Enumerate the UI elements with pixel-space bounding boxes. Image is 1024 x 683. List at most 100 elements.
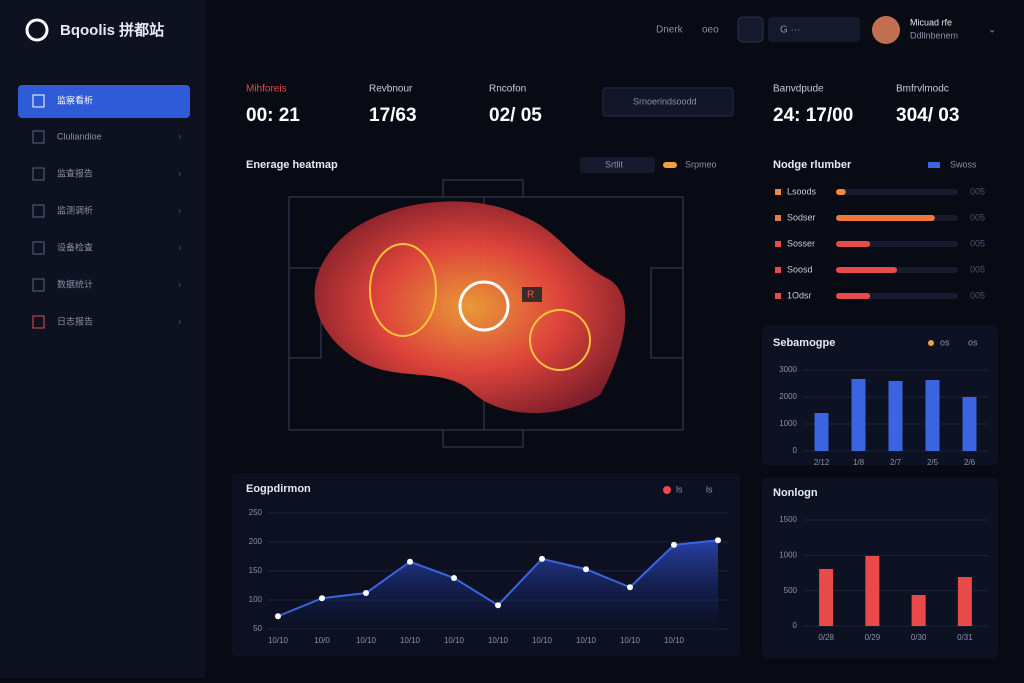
row-label: Sodser	[787, 212, 816, 222]
y-tick-label: 0	[793, 621, 798, 630]
x-tick-label: 1/8	[853, 458, 865, 467]
row-icon	[775, 241, 781, 247]
nav-item[interactable]: 监查报告	[57, 167, 93, 178]
point	[451, 574, 457, 581]
x-tick-label: 10/10	[356, 636, 377, 645]
bar	[836, 267, 897, 273]
user-role: Ddllnbenem	[910, 30, 958, 40]
bar	[836, 293, 871, 299]
x-tick-label: 10/0	[314, 636, 330, 645]
panel-title: Nodge rlumber	[773, 159, 852, 171]
panel-title: Sebamogpe	[773, 337, 835, 349]
bar	[888, 380, 903, 451]
dropdown-text: Srnoerindsoodd	[633, 96, 697, 106]
x-tick-label: 2/12	[814, 458, 830, 467]
x-tick-label: 2/7	[890, 458, 902, 467]
nav-chevron: ›	[178, 206, 181, 217]
nav-chevron: ›	[178, 280, 181, 291]
chevron[interactable]: ⌄	[988, 25, 996, 36]
row-value: 005	[970, 290, 985, 300]
nav-link[interactable]: Dnerk	[656, 25, 684, 36]
search-text: G ···	[780, 25, 801, 36]
stat-value: 24: 17/00	[773, 105, 853, 126]
stat-value: 304/ 03	[896, 105, 959, 126]
panel-title: Enerage heatmap	[246, 159, 338, 171]
legend-swatch	[663, 162, 677, 168]
x-tick-label: 0/31	[957, 633, 973, 642]
nav-icon	[32, 167, 45, 181]
y-tick-label: 200	[249, 537, 263, 546]
stat-value: 17/63	[369, 105, 417, 126]
nav-item[interactable]: 监察看析	[57, 94, 93, 105]
x-tick-label: 10/10	[400, 636, 421, 645]
nav-chevron: ›	[178, 132, 181, 143]
bar-panel	[762, 478, 998, 658]
row-label: Sosser	[787, 238, 815, 248]
logo	[25, 18, 49, 42]
panel-title: Eogpdirmon	[246, 483, 311, 495]
y-tick-label: 500	[784, 586, 798, 595]
nav-item[interactable]: 监测调析	[57, 204, 93, 215]
dropdown[interactable]	[602, 87, 734, 117]
row-icon	[775, 189, 781, 195]
row-icon	[775, 267, 781, 273]
y-tick-label: 250	[249, 508, 263, 517]
x-tick-label: 10/10	[268, 636, 289, 645]
legend-swatch	[928, 162, 940, 168]
x-tick-label: 10/10	[576, 636, 597, 645]
brand: Bqoolis 拼都站	[60, 21, 164, 39]
point	[583, 566, 589, 573]
bar-track	[836, 189, 958, 195]
nav-link[interactable]: oeo	[702, 25, 719, 36]
row-icon	[775, 215, 781, 221]
y-tick-label: 50	[253, 624, 262, 633]
heat-zone	[529, 309, 591, 371]
nav-item[interactable]: 设备检查	[57, 241, 93, 252]
nav-item[interactable]: Cluliandioe	[57, 131, 102, 141]
point	[319, 595, 325, 602]
row-value: 005	[970, 238, 985, 248]
x-tick-label: 0/29	[865, 633, 881, 642]
point	[363, 590, 369, 597]
legend-text: ls	[676, 484, 683, 494]
bar	[836, 241, 871, 247]
point	[539, 555, 545, 562]
y-tick-label: 1000	[779, 419, 797, 428]
row-value: 005	[970, 212, 985, 222]
legend-text: Srtlit	[605, 159, 623, 169]
bar	[962, 397, 977, 451]
bar	[911, 594, 926, 626]
icon-button[interactable]	[737, 16, 764, 43]
x-tick-label: 0/28	[818, 633, 834, 642]
search-box[interactable]	[768, 17, 860, 42]
nav-chevron: ›	[178, 169, 181, 180]
bar	[925, 379, 940, 451]
nav-icon	[32, 130, 45, 144]
row-value: 005	[970, 264, 985, 274]
sidebar-active[interactable]	[18, 85, 190, 118]
heat-blob	[314, 201, 626, 414]
bar	[851, 378, 866, 451]
stat-label: Banvdpude	[773, 84, 824, 95]
stat-label: Rncofon	[489, 84, 526, 95]
x-tick-label: 10/10	[488, 636, 509, 645]
bar	[865, 555, 880, 626]
legend-text: os	[940, 337, 950, 347]
row-value: 005	[970, 186, 985, 196]
legend-text: Swoss	[950, 159, 977, 169]
row-label: 1Odsr	[787, 290, 812, 300]
avatar[interactable]	[872, 16, 900, 44]
legend-text: Srpmeo	[685, 159, 717, 169]
legend-swatch	[663, 486, 671, 494]
x-tick-label: 10/10	[664, 636, 685, 645]
y-tick-label: 0	[793, 446, 798, 455]
marker	[522, 287, 542, 302]
user-name: Micuad rfe	[910, 17, 952, 27]
nav-item[interactable]: 日志报告	[57, 315, 93, 326]
nav-icon	[32, 204, 45, 218]
point	[407, 558, 413, 565]
point	[715, 537, 721, 544]
nav-item[interactable]: 数据统计	[57, 278, 93, 289]
